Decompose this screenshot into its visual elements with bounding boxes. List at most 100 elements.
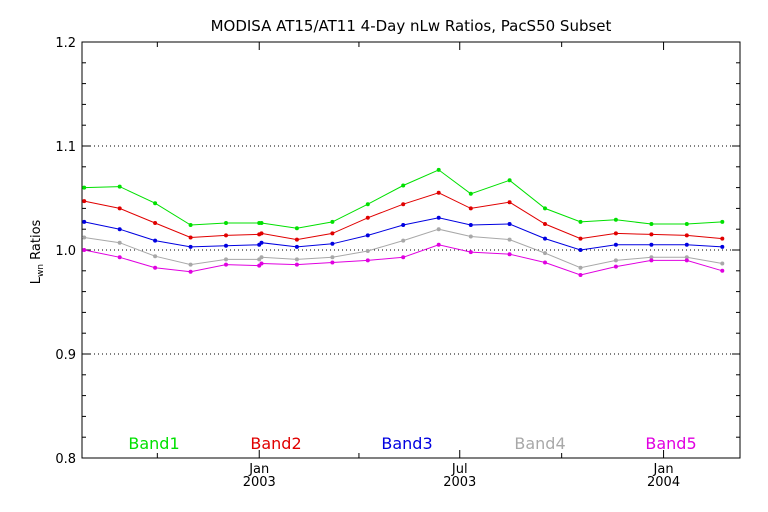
data-point-band4 — [468, 234, 473, 239]
data-point-band3 — [188, 244, 193, 249]
data-point-band5 — [365, 258, 370, 263]
grid-lines — [82, 145, 740, 355]
legend: Band1 Band2 Band3 Band4 Band5 — [128, 434, 696, 453]
data-point-band4 — [720, 261, 725, 266]
data-point-band4 — [188, 262, 193, 267]
data-point-band3 — [578, 248, 583, 252]
series-line-band3 — [84, 217, 723, 251]
data-point-band5 — [649, 258, 654, 263]
data-point-band1 — [294, 226, 299, 231]
series-line-band4 — [84, 228, 723, 269]
data-point-band1 — [153, 201, 158, 206]
y-tick-label: 1.1 — [55, 140, 76, 155]
data-point-band3 — [82, 219, 87, 224]
x-tick-label-month: Jul — [451, 462, 468, 477]
data-point-band5 — [330, 260, 335, 265]
x-tick-label-month: Jan — [653, 462, 674, 477]
data-point-band2 — [330, 231, 335, 236]
data-point-band4 — [294, 257, 299, 262]
data-point-band2 — [613, 231, 618, 236]
data-point-band1 — [259, 221, 264, 225]
data-point-band1 — [468, 191, 473, 196]
x-tick-label-year: 2003 — [243, 475, 276, 490]
data-point-band3 — [649, 242, 654, 247]
data-point-band5 — [259, 261, 264, 266]
data-point-band2 — [224, 233, 228, 238]
data-point-band5 — [543, 260, 547, 265]
x-tick-label-year: 2004 — [647, 475, 680, 490]
legend-entry-band4: Band4 — [514, 434, 565, 453]
data-point-band2 — [153, 221, 158, 225]
data-point-band4 — [82, 235, 87, 240]
data-point-band5 — [436, 242, 441, 247]
data-point-band3 — [684, 242, 689, 247]
data-point-band4 — [224, 257, 228, 262]
data-point-band3 — [117, 227, 122, 232]
data-point-band3 — [224, 243, 228, 248]
data-point-band4 — [436, 227, 441, 232]
data-point-band2 — [365, 215, 370, 220]
data-point-band4 — [613, 258, 618, 263]
data-point-band5 — [294, 262, 299, 267]
data-point-band2 — [259, 231, 264, 236]
legend-entry-band3: Band3 — [381, 434, 432, 453]
data-point-band1 — [720, 219, 725, 224]
data-point-band5 — [401, 255, 406, 260]
data-point-band3 — [294, 244, 299, 249]
data-point-band2 — [188, 235, 193, 240]
y-tick-label: 1.2 — [55, 36, 76, 51]
data-point-band1 — [543, 206, 547, 211]
legend-entry-band5: Band5 — [645, 434, 696, 453]
data-point-band2 — [82, 199, 87, 204]
series-layer — [82, 167, 725, 277]
data-point-band5 — [578, 273, 583, 277]
series-line-band5 — [84, 244, 723, 276]
y-axis-label-rest: Ratios — [29, 219, 44, 264]
data-point-band4 — [684, 255, 689, 260]
data-point-band1 — [188, 223, 193, 227]
data-point-band2 — [649, 232, 654, 237]
data-point-band3 — [543, 236, 547, 241]
data-point-band4 — [649, 255, 654, 260]
data-point-band2 — [578, 236, 583, 241]
data-point-band3 — [365, 233, 370, 238]
data-point-band3 — [259, 240, 264, 245]
data-point-band1 — [401, 183, 406, 188]
y-axis-label-sub: wn — [36, 264, 46, 277]
data-point-band5 — [153, 265, 158, 270]
data-point-band3 — [436, 215, 441, 220]
data-point-band4 — [117, 240, 122, 245]
series-line-band1 — [84, 169, 723, 229]
data-point-band4 — [365, 249, 370, 253]
data-point-band2 — [543, 222, 547, 226]
data-point-band5 — [720, 268, 725, 273]
data-point-band2 — [507, 200, 512, 205]
data-point-band2 — [468, 206, 473, 211]
y-tick-label: 0.9 — [55, 348, 76, 363]
data-point-band1 — [330, 219, 335, 224]
y-axis-label: Lwn Ratios — [29, 219, 46, 284]
data-point-band3 — [720, 244, 725, 249]
data-point-band1 — [224, 221, 228, 225]
data-point-band1 — [578, 219, 583, 224]
chart-title: MODISA AT15/AT11 4-Day nLw Ratios, PacS5… — [211, 17, 612, 35]
data-point-band2 — [401, 202, 406, 207]
data-point-band5 — [507, 252, 512, 257]
data-point-band5 — [224, 262, 228, 267]
data-point-band1 — [82, 185, 87, 190]
data-point-band5 — [117, 255, 122, 260]
data-point-band1 — [365, 202, 370, 207]
data-point-band2 — [684, 233, 689, 238]
data-point-band4 — [578, 265, 583, 270]
data-point-band1 — [117, 184, 122, 189]
data-point-band2 — [436, 190, 441, 195]
data-point-band3 — [468, 223, 473, 227]
y-tick-label: 0.8 — [55, 452, 76, 467]
data-point-band3 — [507, 222, 512, 226]
data-point-band5 — [188, 269, 193, 274]
data-point-band1 — [436, 167, 441, 172]
x-tick-label-year: 2003 — [443, 475, 476, 490]
data-point-band2 — [117, 206, 122, 211]
data-point-band2 — [294, 237, 299, 242]
data-point-band4 — [401, 238, 406, 243]
